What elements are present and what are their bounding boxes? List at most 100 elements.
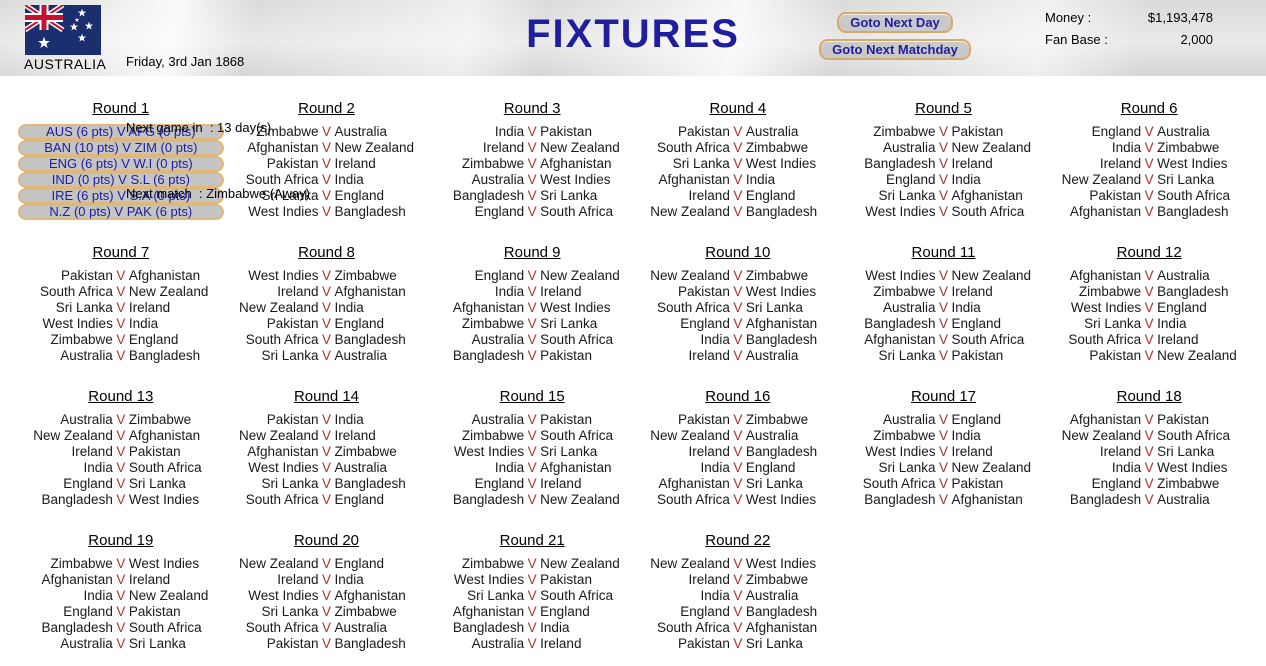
versus-separator: V xyxy=(321,492,331,507)
home-team: India xyxy=(494,460,525,475)
versus-separator: V xyxy=(1144,332,1154,347)
home-team: Afghanistan xyxy=(452,604,525,619)
fixture-row: South Africa V West Indies xyxy=(635,492,841,508)
home-team: England xyxy=(63,604,113,619)
away-team: Bangladesh xyxy=(334,332,406,347)
fixture-row: England V Ireland xyxy=(429,476,635,492)
result-pill[interactable]: N.Z (0 pts) V PAK (6 pts) xyxy=(18,204,224,220)
away-team: England xyxy=(128,332,179,347)
fixture-row: Ireland V Zimbabwe xyxy=(635,572,841,588)
away-team: England xyxy=(951,316,1002,331)
home-team: Australia xyxy=(471,332,525,347)
fixture-row: Afghanistan V Zimbabwe xyxy=(224,444,430,460)
home-team: Bangladesh xyxy=(864,156,936,171)
away-team: Australia xyxy=(745,124,799,139)
fixture-row: Bangladesh V Australia xyxy=(1046,492,1252,508)
fixture-row: Bangladesh V West Indies xyxy=(18,492,224,508)
round-title-text: Round 18 xyxy=(1116,388,1182,405)
fixture-row: Sri Lanka V Zimbabwe xyxy=(224,604,430,620)
versus-separator: V xyxy=(733,428,743,443)
next-game-text: Next game in : 13 day(s). xyxy=(126,120,275,135)
away-team: Ireland xyxy=(540,284,582,299)
result-pill[interactable]: ENG (6 pts) V W.I (0 pts) xyxy=(18,156,224,172)
fixture-row: Australia V Pakistan xyxy=(429,412,635,428)
home-team: India xyxy=(1111,140,1142,155)
fixture-row: New Zealand V West Indies xyxy=(635,556,841,572)
goto-next-matchday-button[interactable]: Goto Next Matchday xyxy=(819,39,971,60)
away-team: Afghanistan xyxy=(951,492,1023,507)
away-team: Ireland xyxy=(334,156,376,171)
round-block: Round 19 Zimbabwe V West Indies Afghanistan V… xyxy=(18,532,224,652)
home-team: Australia xyxy=(60,412,113,427)
fixture-row: Bangladesh V Ireland xyxy=(841,156,1047,172)
fixture-row: South Africa V Australia xyxy=(224,620,430,636)
away-team: India xyxy=(1157,316,1187,331)
goto-next-day-button[interactable]: Goto Next Day xyxy=(837,12,953,33)
away-team: Ireland xyxy=(951,284,993,299)
away-team: Pakistan xyxy=(951,124,1004,139)
home-team: South Africa xyxy=(862,476,936,491)
header-bar: AUSTRALIA Friday, 3rd Jan 1868 Next game… xyxy=(0,0,1266,201)
away-team: Sri Lanka xyxy=(540,188,598,203)
fixture-row: New Zealand V Sri Lanka xyxy=(1046,172,1252,188)
away-team: Pakistan xyxy=(540,412,592,427)
versus-separator: V xyxy=(116,556,126,571)
fixture-row: New Zealand V Australia xyxy=(635,428,841,444)
fixture-row: Zimbabwe V Australia xyxy=(224,124,430,140)
home-team: England xyxy=(680,316,730,331)
result-pill[interactable]: IND (0 pts) V S.L (6 pts) xyxy=(18,172,224,188)
fixture-row: England V Pakistan xyxy=(18,604,224,620)
away-team: New Zealand xyxy=(951,140,1032,155)
fixture-row: Ireland V Bangladesh xyxy=(635,444,841,460)
round-title: Round 18 xyxy=(1046,388,1252,405)
away-team: Afghanistan xyxy=(745,316,818,331)
away-team: South Africa xyxy=(951,204,1025,219)
versus-separator: V xyxy=(116,428,126,443)
fixture-row: Pakistan V Bangladesh xyxy=(224,636,430,652)
round-block: Round 15 Australia V Pakistan Zimbabwe V South… xyxy=(429,388,635,508)
round-block: Round 6 England V Australia India V Zimbabwe Ir… xyxy=(1046,100,1252,220)
home-team: Zimbabwe xyxy=(873,124,936,139)
away-team: Bangladesh xyxy=(1157,204,1229,219)
fixture-row: Ireland V Afghanistan xyxy=(224,284,430,300)
versus-separator: V xyxy=(321,636,331,651)
versus-separator: V xyxy=(321,156,331,171)
versus-separator: V xyxy=(321,572,331,587)
fixture-row: England V Afghanistan xyxy=(635,316,841,332)
home-team: Ireland xyxy=(688,348,730,363)
fixture-row: Australia V Zimbabwe xyxy=(18,412,224,428)
away-team: England xyxy=(334,556,385,571)
home-team: Afghanistan xyxy=(1069,412,1142,427)
versus-separator: V xyxy=(116,444,126,459)
away-team: Australia xyxy=(745,348,799,363)
fixture-row: Afghanistan V Pakistan xyxy=(1046,412,1252,428)
home-team: West Indies xyxy=(42,316,113,331)
round-title-text: Round 21 xyxy=(499,532,565,549)
result-pill[interactable]: IRE (6 pts) V S.A (0 pts) xyxy=(18,188,224,204)
away-team: South Africa xyxy=(128,620,202,635)
home-team: Bangladesh xyxy=(41,620,113,635)
home-team: Bangladesh xyxy=(1069,492,1142,507)
home-team: Ireland xyxy=(277,284,319,299)
fixture-row: Zimbabwe V New Zealand xyxy=(429,556,635,572)
fixture-row: England V Sri Lanka xyxy=(18,476,224,492)
home-team: India xyxy=(700,588,730,603)
versus-separator: V xyxy=(321,604,331,619)
round-title-text: Round 8 xyxy=(298,244,355,261)
home-team: Afghanistan xyxy=(658,172,730,187)
versus-separator: V xyxy=(1144,268,1154,283)
result-pill[interactable]: BAN (10 pts) V ZIM (0 pts) xyxy=(18,140,224,156)
round-title: Round 9 xyxy=(429,244,635,261)
versus-separator: V xyxy=(116,284,126,299)
fixture-row: New Zealand V Ireland xyxy=(224,428,430,444)
result-pill[interactable]: AUS (6 pts) V AFG (0 pts) xyxy=(18,124,224,140)
away-team: Bangladesh xyxy=(128,348,201,363)
home-team: India xyxy=(83,460,113,475)
round-title-text: Round 13 xyxy=(88,388,154,405)
round-block: Round 20 New Zealand V England Ireland V India… xyxy=(224,532,430,652)
home-team: West Indies xyxy=(865,444,936,459)
home-team: South Africa xyxy=(40,284,113,299)
home-team: Pakistan xyxy=(61,268,113,283)
round-block: Round 5 Zimbabwe V Pakistan Australia V New Ze… xyxy=(841,100,1047,220)
fixture-row: Bangladesh V South Africa xyxy=(18,620,224,636)
